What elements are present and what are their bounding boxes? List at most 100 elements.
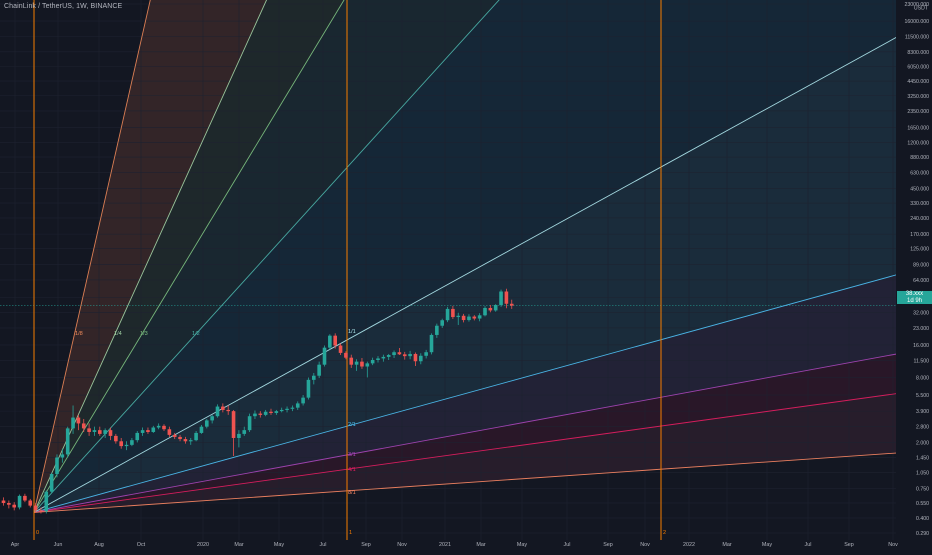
candle-body [103, 430, 107, 434]
candle-body [258, 413, 263, 415]
candle-body [108, 430, 113, 436]
x-tick-label: 2022 [683, 542, 695, 548]
candle-body [65, 428, 70, 455]
price-axis-background [896, 0, 932, 550]
candle-body [435, 325, 439, 335]
candle-body [397, 352, 402, 355]
candle-body [477, 315, 482, 319]
candle-body [135, 432, 140, 441]
candle-body [408, 353, 412, 357]
x-tick-label: Sep [844, 542, 854, 548]
candle-body [1, 500, 6, 503]
gann-fan-label: 8/1 [348, 490, 356, 496]
candle-body [424, 352, 428, 356]
candle-body [467, 316, 471, 321]
candle-body [178, 436, 182, 440]
candle-body [279, 409, 284, 412]
candle-body [17, 495, 22, 508]
candle-body [509, 303, 514, 306]
y-tick-label: 2.800 [916, 425, 929, 431]
y-tick-label: 2350.000 [907, 109, 929, 115]
x-tick-label: May [517, 542, 527, 548]
last-price-tag: 38.xxx 1d 9h [897, 291, 932, 304]
candle-body [92, 430, 97, 432]
candle-body [328, 335, 332, 348]
candle-body [338, 345, 343, 353]
x-tick-label: May [762, 542, 772, 548]
candle-body [381, 356, 386, 359]
candle-body [12, 504, 16, 508]
candle-body [114, 435, 118, 442]
candle-body [242, 430, 247, 434]
candle-body [237, 433, 241, 438]
candle-body [226, 409, 230, 412]
candle-body [488, 307, 493, 311]
candle-body [188, 440, 193, 442]
candle-body [306, 379, 311, 398]
y-tick-label: 125.000 [910, 247, 929, 253]
y-tick-label: 16.000 [913, 343, 929, 349]
y-tick-label: 4450.000 [907, 79, 929, 85]
candle-body [156, 425, 161, 428]
candle-body [205, 420, 209, 427]
candle-body [71, 417, 75, 429]
x-tick-label: Jul [320, 542, 327, 548]
candle-body [499, 291, 503, 305]
candle-body [130, 440, 134, 445]
candle-body [349, 357, 354, 365]
candle-body [295, 403, 300, 408]
y-tick-label: 8.000 [916, 375, 929, 381]
y-tick-label: 0.750 [916, 486, 929, 492]
bar-countdown: 1d 9h [906, 297, 922, 304]
y-tick-label: 5.500 [916, 393, 929, 399]
candle-body [221, 406, 225, 410]
candle-body [483, 307, 487, 316]
gann-fan-label: 3/1 [348, 452, 356, 458]
candle-body [76, 417, 81, 424]
time-cycle-label: 1 [349, 530, 352, 536]
candle-body [49, 474, 54, 492]
x-tick-label: Nov [888, 542, 898, 548]
y-tick-label: 170.000 [910, 232, 929, 238]
candle-body [124, 444, 129, 447]
candle-body [456, 315, 461, 318]
candle-body [146, 430, 150, 432]
y-tick-label: 630.000 [910, 171, 929, 177]
x-tick-label: May [274, 542, 284, 548]
y-tick-label: 23.000 [913, 326, 929, 332]
x-tick-label: Jul [805, 542, 812, 548]
y-tick-label: 880.000 [910, 155, 929, 161]
gann-fan-label: 1/8 [75, 331, 83, 337]
candle-body [274, 411, 279, 413]
gann-fan-line [33, 37, 896, 513]
x-tick-label: Sep [603, 542, 613, 548]
y-tick-label: 450.000 [910, 186, 929, 192]
candle-body [23, 495, 27, 501]
y-tick-label: 1.050 [916, 471, 929, 477]
y-tick-label: 0.400 [916, 516, 929, 522]
y-tick-label: 23000.000 [904, 2, 929, 8]
gann-fan-label: 1/4 [114, 331, 122, 337]
candle-body [429, 334, 434, 353]
candle-body [285, 408, 289, 410]
y-tick-label: 64.000 [913, 278, 929, 284]
y-tick-label: 2.000 [916, 440, 929, 446]
candle-body [231, 411, 236, 438]
candle-body [301, 397, 305, 404]
candle-body [312, 375, 316, 380]
candle-body [162, 425, 166, 430]
candle-body [451, 308, 455, 318]
candle-body [472, 316, 477, 319]
x-tick-label: Jul [564, 542, 571, 548]
candle-body [333, 335, 337, 346]
gann-fan-line [33, 274, 896, 513]
x-tick-label: Nov [397, 542, 407, 548]
y-tick-label: 16000.000 [904, 19, 929, 25]
candle-body [167, 429, 172, 435]
candle-body [402, 354, 407, 357]
y-tick-label: 1.450 [916, 456, 929, 462]
gann-fan-label: 1/2 [192, 331, 200, 337]
candle-body [322, 347, 327, 365]
